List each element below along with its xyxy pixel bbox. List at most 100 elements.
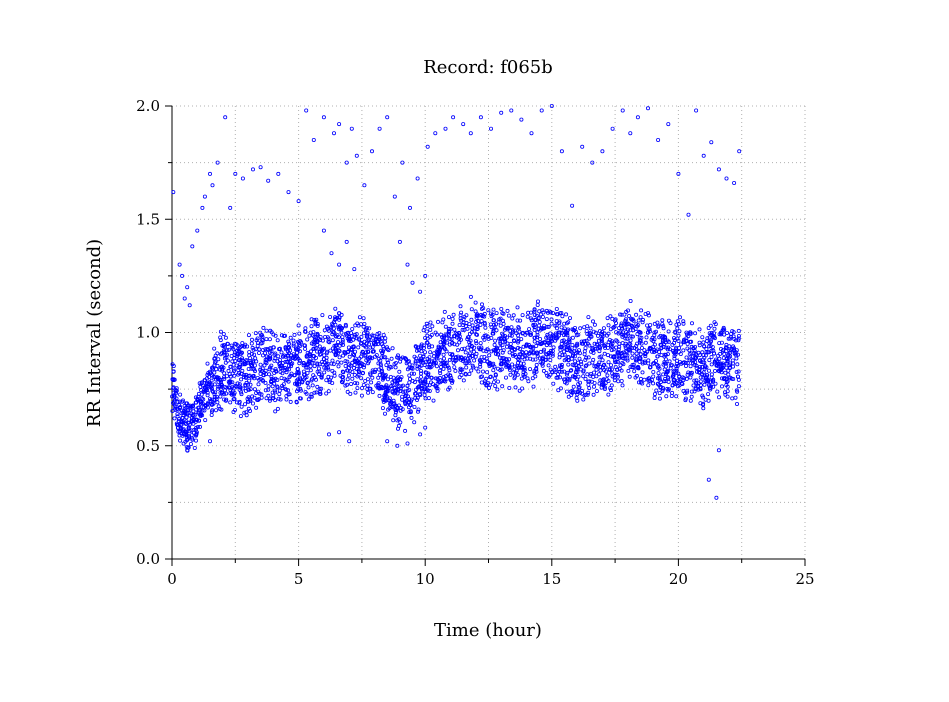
data-point <box>645 323 650 328</box>
data-point <box>684 355 689 360</box>
data-point <box>273 409 278 414</box>
data-point <box>482 333 487 338</box>
data-point <box>330 368 335 373</box>
data-point <box>484 382 489 387</box>
data-point <box>671 373 676 378</box>
data-point <box>685 388 690 393</box>
data-point <box>312 346 317 351</box>
data-point <box>434 349 439 354</box>
x-tick-label: 25 <box>795 570 814 588</box>
data-point <box>634 358 639 363</box>
data-point <box>533 357 538 362</box>
data-point <box>620 383 625 388</box>
data-point <box>339 360 344 365</box>
data-point <box>308 394 313 399</box>
data-point <box>572 374 577 379</box>
data-point <box>273 390 278 395</box>
data-point <box>502 337 507 342</box>
data-point <box>442 309 447 314</box>
data-point <box>226 379 231 384</box>
data-point <box>661 326 666 331</box>
data-point <box>294 399 299 404</box>
data-point <box>535 333 540 338</box>
data-point <box>352 332 357 337</box>
data-point <box>453 368 458 373</box>
data-point <box>273 367 278 372</box>
data-point <box>396 387 401 392</box>
data-point <box>242 410 247 415</box>
data-point <box>443 324 448 329</box>
data-point <box>657 396 662 401</box>
data-point <box>486 308 491 313</box>
data-point <box>707 368 712 373</box>
data-point <box>532 369 537 374</box>
data-point <box>608 386 613 391</box>
data-point <box>522 365 527 370</box>
data-point <box>364 334 369 339</box>
data-point <box>420 389 425 394</box>
data-point <box>434 355 439 360</box>
data-point <box>622 356 627 361</box>
data-point <box>353 380 358 385</box>
data-point <box>422 325 427 330</box>
data-point <box>290 361 295 366</box>
data-point <box>638 315 643 320</box>
data-point <box>562 345 567 350</box>
data-point <box>511 313 516 318</box>
data-point <box>288 399 293 404</box>
data-point <box>359 376 364 381</box>
data-point <box>657 391 662 396</box>
data-point <box>562 352 567 357</box>
data-point <box>694 380 699 385</box>
data-point <box>640 361 645 366</box>
data-point <box>349 126 354 131</box>
data-point <box>190 403 195 408</box>
data-point <box>313 377 318 382</box>
data-point <box>718 330 723 335</box>
data-point <box>676 171 681 176</box>
data-point <box>213 390 218 395</box>
data-point <box>289 353 294 358</box>
data-point <box>279 333 284 338</box>
data-point <box>333 352 338 357</box>
data-point <box>299 340 304 345</box>
data-point <box>276 171 281 176</box>
data-point <box>413 391 418 396</box>
data-point <box>252 387 257 392</box>
data-point <box>277 388 282 393</box>
data-point <box>324 358 329 363</box>
data-point <box>645 349 650 354</box>
data-point <box>218 335 223 340</box>
data-point <box>311 373 316 378</box>
data-point <box>346 373 351 378</box>
data-point <box>364 358 369 363</box>
data-point <box>412 404 417 409</box>
data-point <box>660 322 665 327</box>
data-point <box>666 318 671 323</box>
data-point <box>192 417 197 422</box>
data-point <box>668 363 673 368</box>
data-point <box>283 354 288 359</box>
data-point <box>545 332 550 337</box>
data-point <box>309 392 314 397</box>
data-point <box>448 373 453 378</box>
data-point <box>175 399 180 404</box>
data-point <box>701 406 706 411</box>
data-point <box>350 326 355 331</box>
data-point <box>185 285 190 290</box>
data-point <box>371 349 376 354</box>
data-point <box>258 165 263 170</box>
data-point <box>600 149 605 154</box>
data-point <box>247 378 252 383</box>
data-point <box>558 345 563 350</box>
data-point <box>362 363 367 368</box>
data-point <box>289 371 294 376</box>
data-point <box>568 316 573 321</box>
data-point <box>503 375 508 380</box>
data-point <box>221 332 226 337</box>
data-point <box>383 336 388 341</box>
data-point <box>636 366 641 371</box>
data-point <box>247 408 252 413</box>
data-point <box>517 388 522 393</box>
data-point <box>623 345 628 350</box>
